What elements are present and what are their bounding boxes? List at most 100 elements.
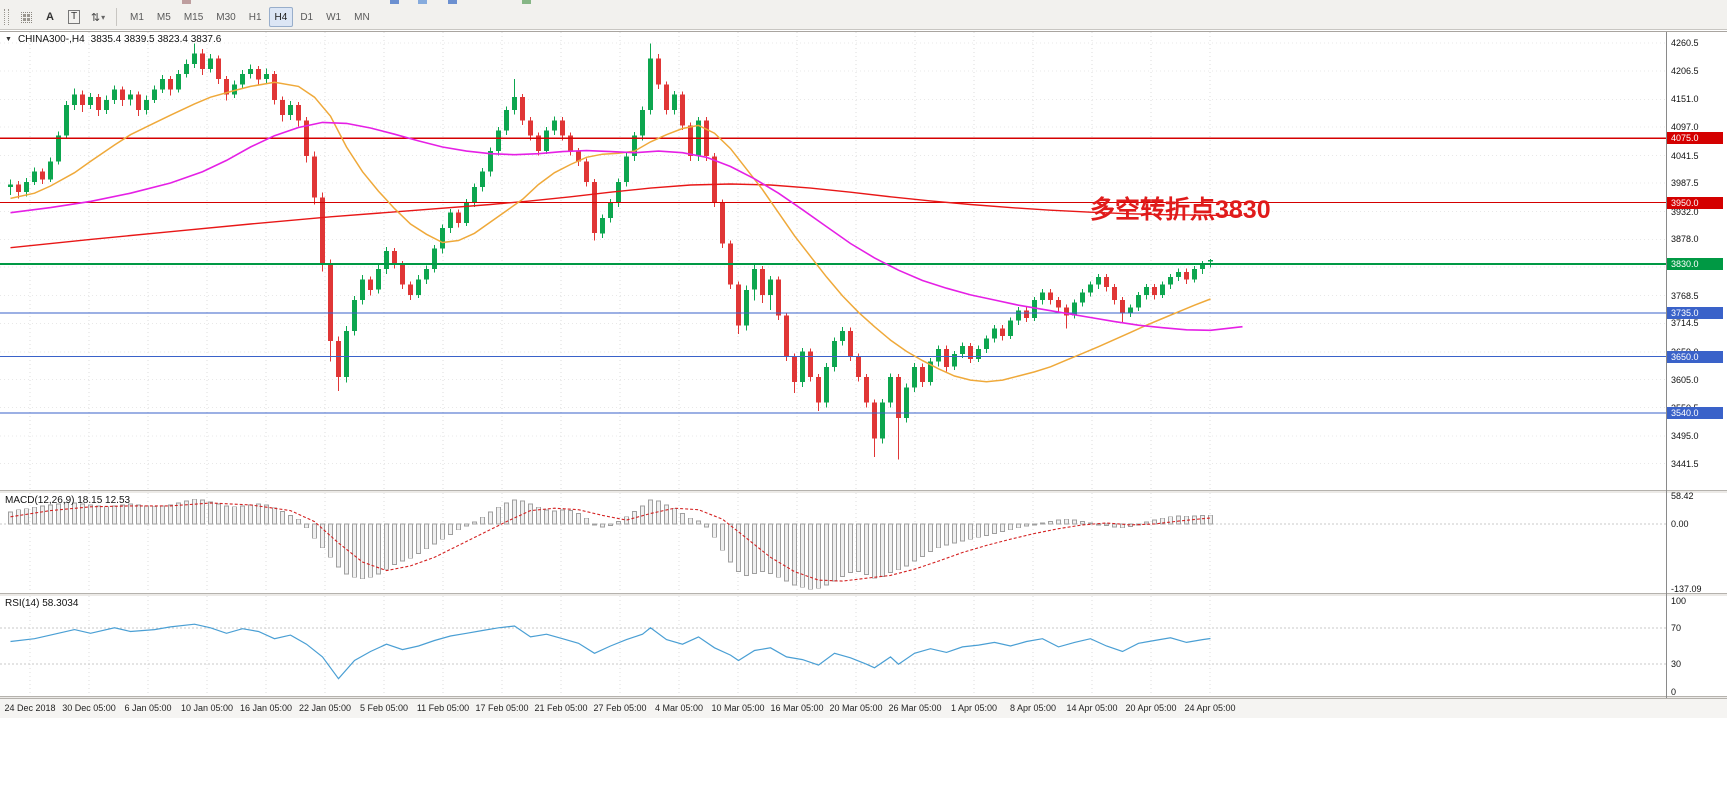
dropdown-caret-icon: ▾ bbox=[101, 12, 106, 22]
time-tick-label: 4 Mar 05:00 bbox=[654, 703, 704, 713]
time-tick-label: 14 Apr 05:00 bbox=[1066, 703, 1118, 713]
price-tick-label: 4206.5 bbox=[1671, 65, 1699, 76]
price-tick-label: 3878.0 bbox=[1671, 234, 1699, 245]
time-tick-label: 17 Feb 05:00 bbox=[475, 703, 529, 713]
level-lines-layer[interactable] bbox=[0, 137, 1666, 414]
rsi-tick-label: 100 bbox=[1671, 595, 1687, 606]
price-tick-label: 3714.5 bbox=[1671, 318, 1699, 329]
time-tick-label: 6 Jan 05:00 bbox=[124, 703, 172, 713]
toolbar-grip[interactable] bbox=[4, 9, 9, 25]
macd-tick-label: 58.42 bbox=[1671, 491, 1694, 502]
level-price-badge: 3540.0 bbox=[1667, 407, 1723, 419]
text-label-tool-button[interactable]: A bbox=[46, 11, 54, 23]
candles-layer bbox=[8, 43, 1213, 460]
time-tick-label: 8 Apr 05:00 bbox=[1009, 703, 1057, 713]
timeframe-m1-button[interactable]: M1 bbox=[130, 11, 144, 23]
macd-label: MACD(12,26,9) 18.15 12.53 bbox=[5, 495, 131, 506]
macd-tick-label: 0.00 bbox=[1671, 519, 1689, 529]
level-price-badge: 4075.0 bbox=[1667, 132, 1723, 145]
timeframe-mn-button[interactable]: MN bbox=[354, 11, 370, 23]
time-tick-label: 20 Apr 05:00 bbox=[1125, 703, 1177, 713]
price-tick-label: 4097.0 bbox=[1671, 122, 1699, 132]
clipped-icon-fragment bbox=[522, 0, 531, 4]
panel-splitter[interactable] bbox=[0, 593, 1727, 596]
one-click-trading-collapse-icon[interactable]: ▼ bbox=[5, 36, 12, 43]
time-tick-label: 22 Jan 05:00 bbox=[298, 703, 352, 713]
price-axis-border bbox=[1666, 32, 1667, 718]
timeframe-group: M1 M5 M15 M30 H1 H4 D1 W1 MN bbox=[124, 7, 376, 27]
timeframe-w1-button[interactable]: W1 bbox=[326, 11, 342, 23]
grid-layer bbox=[0, 596, 1666, 696]
rsi-tick-label: 70 bbox=[1671, 622, 1682, 633]
rsi-line bbox=[10, 623, 1211, 680]
level-price-badge: 3950.0 bbox=[1667, 196, 1723, 209]
time-tick-label: 11 Feb 05:00 bbox=[416, 703, 470, 713]
price-tick-label: 4260.5 bbox=[1671, 38, 1699, 48]
ma-magenta-line bbox=[10, 121, 1243, 332]
dots-grid-icon bbox=[20, 11, 32, 23]
time-axis[interactable]: 24 Dec 2018 30 Dec 05:00 6 Jan 05:00 10 Jan… bbox=[0, 698, 1727, 718]
text-tool-button[interactable]: T bbox=[63, 6, 85, 28]
time-tick-label: 24 Dec 2018 bbox=[4, 703, 56, 713]
chart-window: ▼ CHINA300-,H4 3835.4 3839.5 3823.4 3837… bbox=[0, 31, 1727, 718]
timeframe-m30-button[interactable]: M30 bbox=[216, 11, 236, 23]
arrows-tool-button[interactable]: ⇅ ▾ bbox=[87, 6, 109, 28]
ma-orange-line bbox=[10, 81, 1211, 383]
level-price-badge: 3830.0 bbox=[1667, 258, 1723, 271]
time-tick-label: 5 Feb 05:00 bbox=[359, 703, 409, 713]
timeframe-d1-button[interactable]: D1 bbox=[300, 11, 314, 23]
clipped-icon-fragment bbox=[182, 0, 191, 4]
time-tick-label: 24 Apr 05:00 bbox=[1184, 703, 1236, 713]
macd-signal-line bbox=[10, 502, 1211, 582]
main-toolbar: A T ⇅ ▾ M1 M5 M15 M30 H1 H4 D1 W1 MN bbox=[0, 5, 1727, 30]
price-tick-label: 4041.5 bbox=[1671, 150, 1699, 161]
rsi-panel[interactable]: RSI(14) 58.3034 bbox=[0, 596, 1666, 696]
time-tick-label: 16 Mar 05:00 bbox=[770, 703, 824, 713]
clipped-icon-fragment bbox=[390, 0, 399, 4]
grid-layer bbox=[0, 32, 1666, 490]
rsi-tick-label: 0 bbox=[1671, 686, 1677, 697]
time-tick-label: 16 Jan 05:00 bbox=[239, 703, 293, 713]
symbol-timeframe-label: CHINA300-,H4 bbox=[17, 34, 85, 45]
grid-icon[interactable] bbox=[15, 6, 37, 28]
clipped-icon-fragment bbox=[448, 0, 457, 4]
level-price-badge: 3735.0 bbox=[1667, 306, 1723, 319]
timeframe-h4-button[interactable]: H4 bbox=[268, 7, 294, 27]
time-tick-label: 1 Apr 05:00 bbox=[950, 703, 998, 713]
timeframe-h1-button[interactable]: H1 bbox=[248, 11, 262, 23]
time-tick-label: 10 Jan 05:00 bbox=[180, 703, 234, 713]
time-tick-label: 10 Mar 05:00 bbox=[711, 703, 765, 713]
price-tick-label: 3495.0 bbox=[1671, 431, 1699, 442]
price-tick-label: 4151.0 bbox=[1671, 94, 1699, 105]
annotation-text[interactable]: 多空转折点3830 bbox=[1090, 196, 1271, 224]
ma-red-line bbox=[10, 183, 1243, 249]
panel-splitter[interactable] bbox=[0, 696, 1727, 699]
price-tick-label: 3441.5 bbox=[1671, 458, 1699, 469]
rsi-tick-label: 30 bbox=[1671, 659, 1682, 670]
clipped-toolbar-row bbox=[0, 0, 1727, 5]
price-tick-label: 3605.0 bbox=[1671, 374, 1699, 385]
level-price-badge: 3650.0 bbox=[1667, 350, 1723, 363]
clipped-icon-fragment bbox=[418, 0, 427, 4]
time-tick-label: 27 Feb 05:00 bbox=[593, 703, 647, 713]
chart-header: ▼ CHINA300-,H4 3835.4 3839.5 3823.4 3837… bbox=[5, 34, 221, 45]
panel-splitter[interactable] bbox=[0, 490, 1727, 493]
arrows-icon: ⇅ bbox=[90, 11, 101, 24]
macd-histogram bbox=[8, 498, 1213, 590]
main-chart-panel[interactable]: ▼ CHINA300-,H4 3835.4 3839.5 3823.4 3837… bbox=[0, 32, 1666, 490]
time-tick-label: 26 Mar 05:00 bbox=[888, 703, 942, 713]
time-tick-label: 21 Feb 05:00 bbox=[534, 703, 588, 713]
rsi-label: RSI(14) 58.3034 bbox=[5, 598, 79, 609]
timeframe-m15-button[interactable]: M15 bbox=[183, 11, 204, 23]
macd-tick-label: -137.09 bbox=[1671, 584, 1702, 595]
price-tick-label: 3987.5 bbox=[1671, 178, 1699, 189]
toolbar-separator bbox=[116, 8, 117, 26]
ohlc-label: 3835.4 3839.5 3823.4 3837.6 bbox=[90, 34, 222, 45]
macd-panel[interactable]: MACD(12,26,9) 18.15 12.53 bbox=[0, 493, 1666, 593]
time-tick-label: 20 Mar 05:00 bbox=[829, 703, 883, 713]
time-tick-label: 30 Dec 05:00 bbox=[62, 703, 116, 713]
price-tick-label: 3768.5 bbox=[1671, 290, 1699, 301]
timeframe-m5-button[interactable]: M5 bbox=[156, 11, 171, 23]
boxed-t-icon: T bbox=[67, 10, 81, 24]
price-tick-label: 3932.0 bbox=[1671, 206, 1699, 217]
